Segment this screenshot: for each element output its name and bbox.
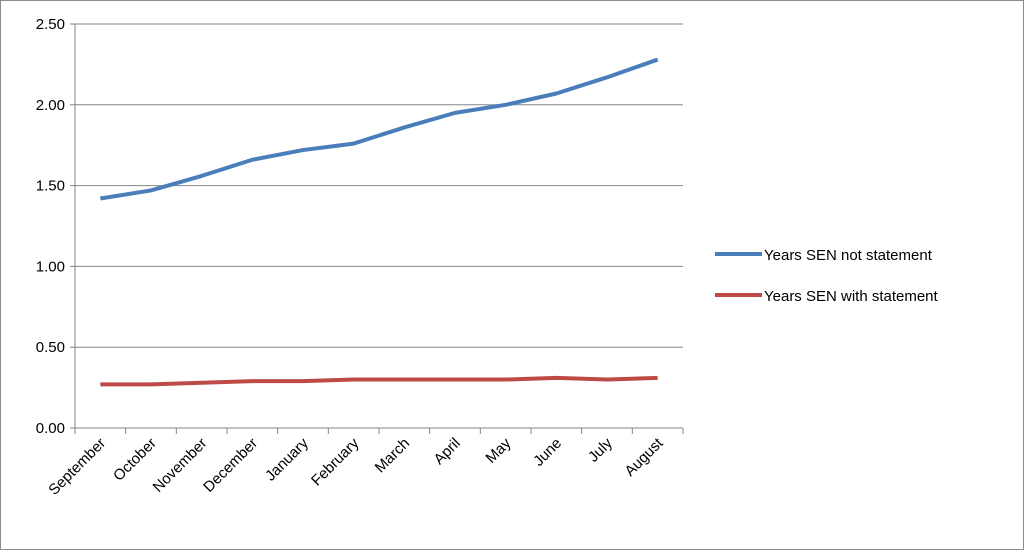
y-tick-label: 1.50 [36, 178, 65, 195]
y-tick-label: 1.00 [36, 258, 65, 275]
y-tick-label: 0.50 [36, 339, 65, 356]
series-line [100, 57, 659, 201]
legend-label: Years SEN with statement [764, 288, 939, 305]
series-line [100, 375, 658, 387]
legend-label: Years SEN not statement [764, 247, 933, 264]
y-tick-label: 2.00 [36, 97, 65, 114]
y-tick-label: 2.50 [36, 16, 65, 33]
y-tick-label: 0.00 [36, 420, 65, 437]
